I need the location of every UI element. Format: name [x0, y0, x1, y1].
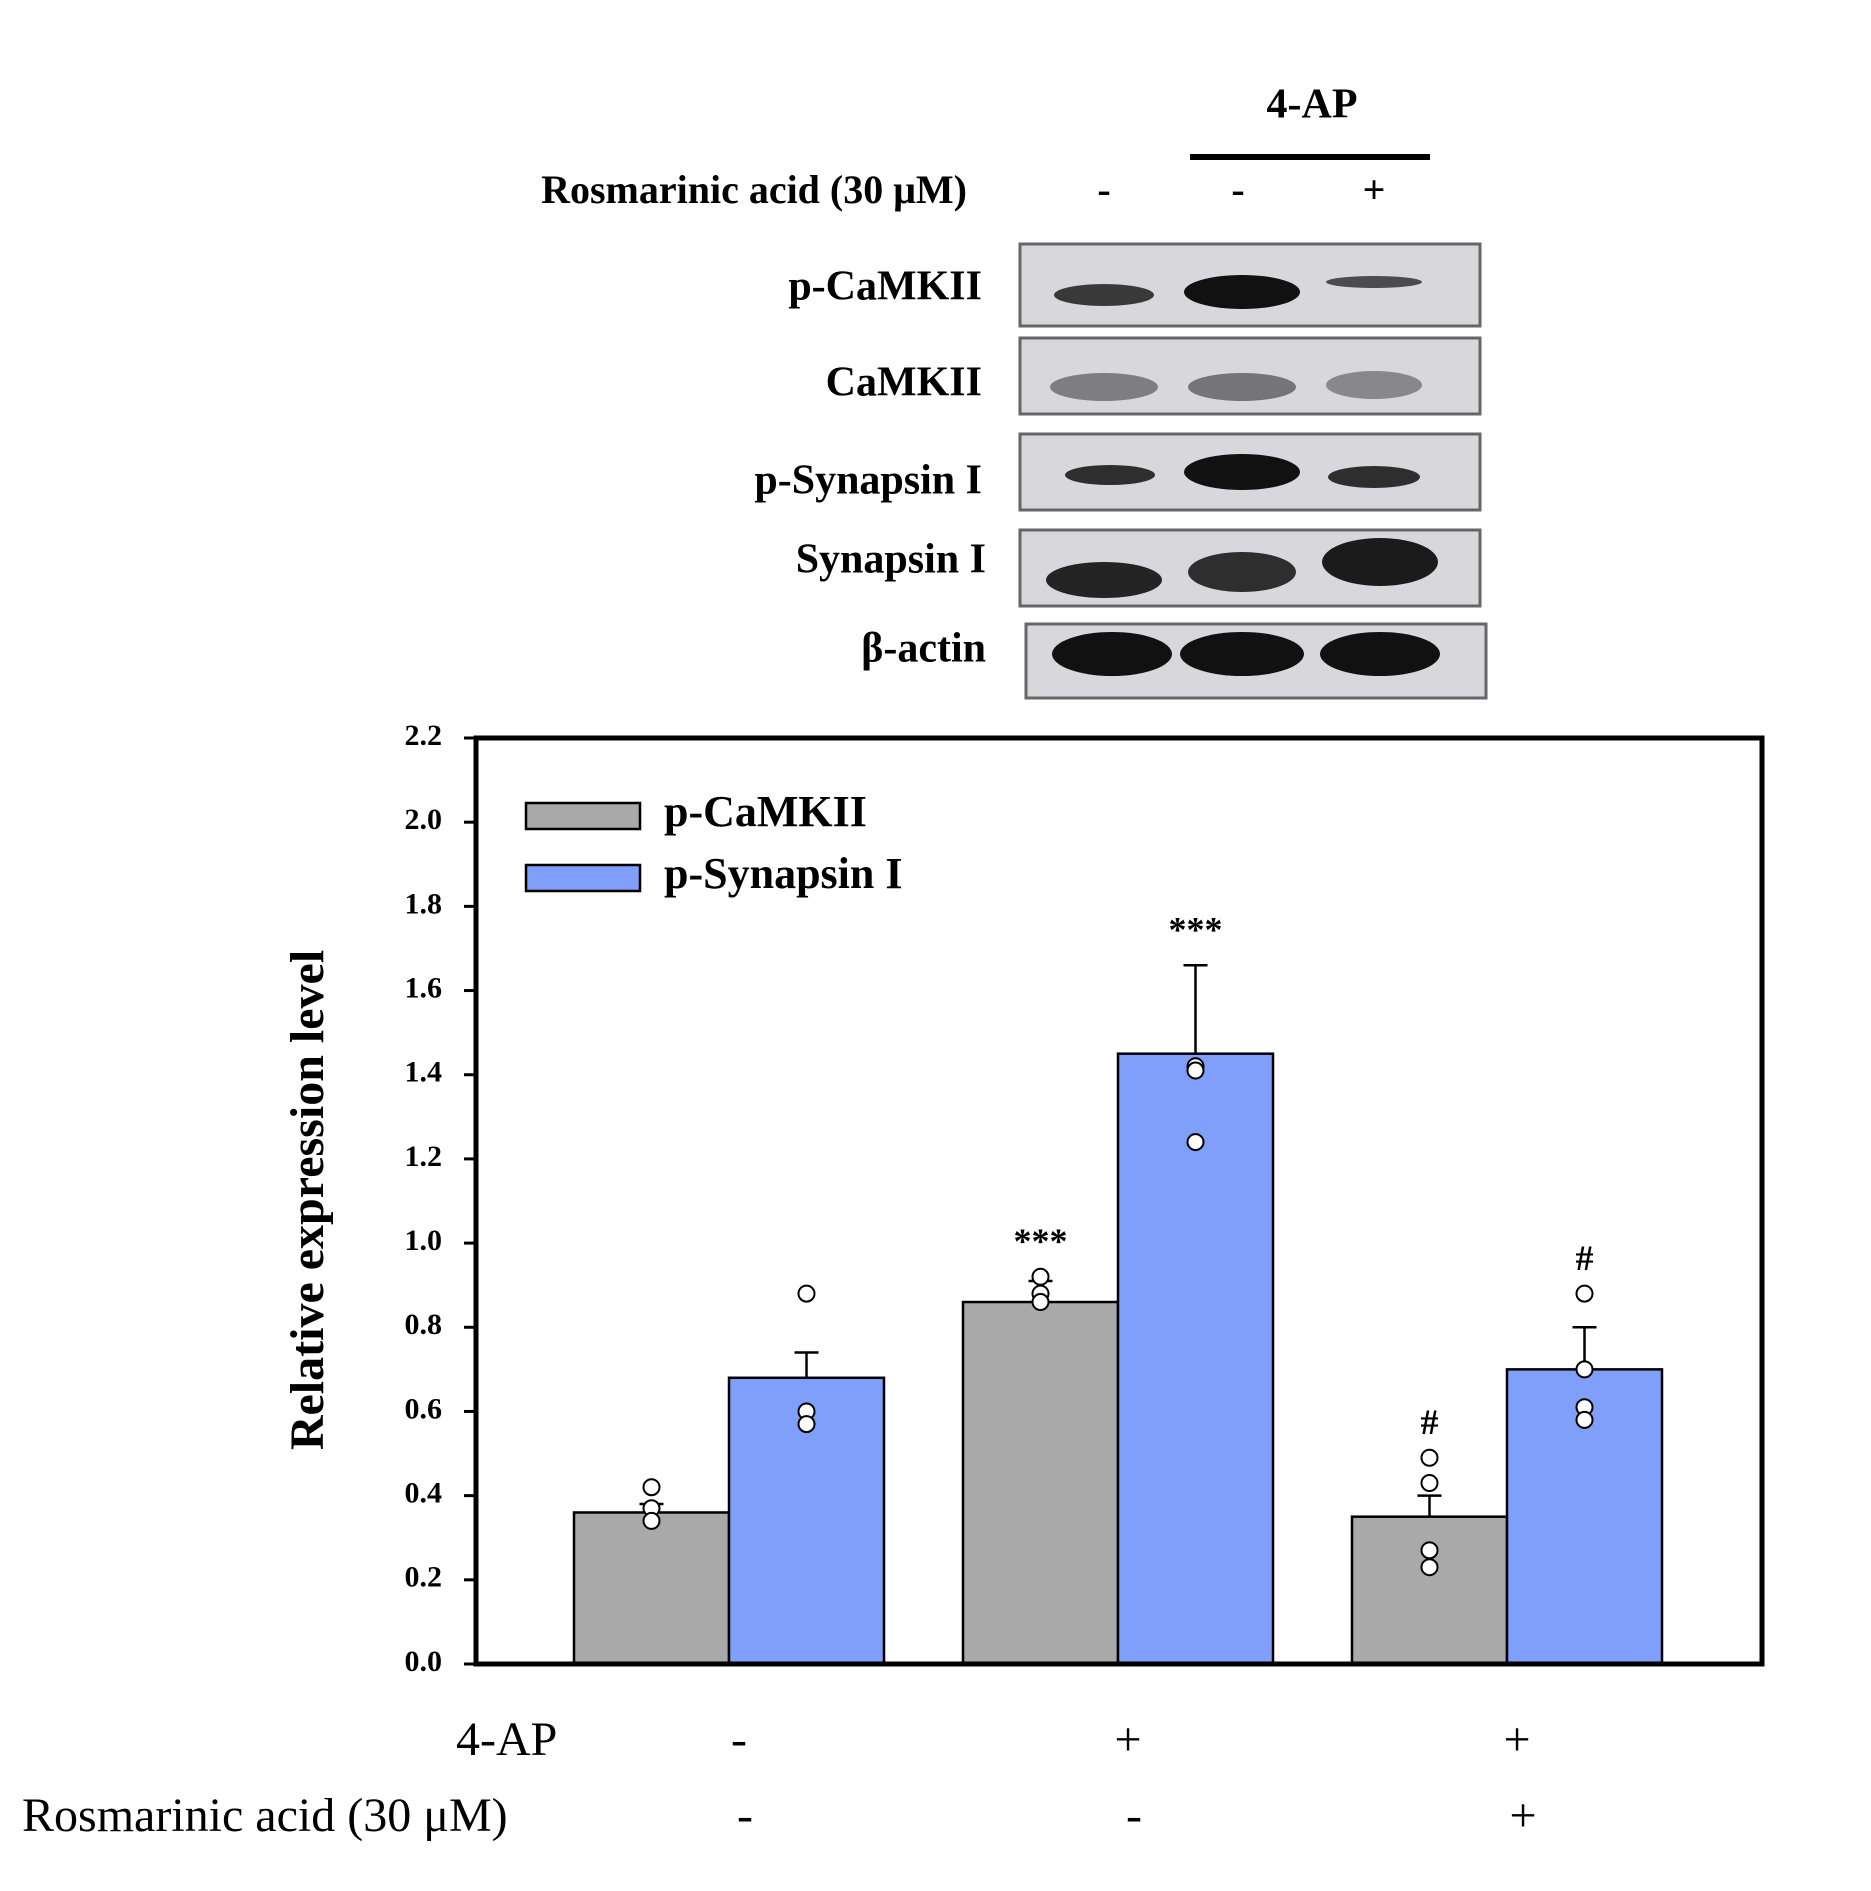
condition-label: Rosmarinic acid (30 μM) — [22, 1789, 508, 1842]
y-tick-label: 1.0 — [405, 1224, 443, 1257]
error-bar — [1417, 1494, 1442, 1517]
data-point — [1031, 1267, 1050, 1286]
error-bar — [1183, 964, 1208, 1054]
significance: *** — [1169, 910, 1223, 950]
data-point — [1420, 1541, 1439, 1560]
band-label: Synapsin I — [796, 537, 986, 583]
data-point — [1420, 1448, 1439, 1467]
significance: # — [1421, 1402, 1439, 1442]
y-tick-label: 1.2 — [405, 1140, 443, 1173]
data-point — [1575, 1410, 1594, 1429]
condition-sign: - — [737, 1789, 753, 1842]
data-point — [642, 1511, 661, 1530]
y-tick-label: 1.8 — [405, 887, 443, 920]
condition-sign: + — [1509, 1789, 1536, 1842]
condition-sign: - — [1126, 1789, 1142, 1842]
blot-header: 4-AP — [1267, 82, 1358, 128]
bands — [1046, 275, 1440, 676]
data-point — [1575, 1360, 1594, 1379]
band-label: β-actin — [861, 626, 986, 672]
data-point — [797, 1415, 816, 1434]
band-label: CaMKII — [826, 360, 982, 406]
bar — [961, 1300, 1120, 1666]
error-bar — [794, 1351, 819, 1378]
condition-sign: + — [1114, 1713, 1141, 1766]
plot-frame — [473, 735, 1765, 1667]
y-tick-label: 2.0 — [405, 803, 443, 836]
y-tick-label: 1.4 — [405, 1056, 443, 1089]
y-tick-label: 1.6 — [405, 971, 443, 1004]
bar — [1350, 1515, 1509, 1666]
y-tick-label: 0.2 — [405, 1561, 443, 1594]
legend-swatch — [524, 863, 642, 893]
legend-label: p-Synapsin I — [664, 849, 902, 898]
bar — [1116, 1052, 1275, 1666]
y-axis-title: Relative expression level — [281, 950, 334, 1450]
data-point — [1420, 1474, 1439, 1493]
lane-sign: + — [1363, 167, 1386, 212]
bar — [572, 1511, 731, 1666]
data-point — [1575, 1284, 1594, 1303]
data-point — [642, 1478, 661, 1497]
condition-sign: - — [731, 1713, 747, 1766]
y-tick-label: 2.2 — [405, 719, 443, 752]
band-label: p-CaMKII — [788, 264, 982, 310]
data-point — [797, 1284, 816, 1303]
significance: *** — [1014, 1221, 1068, 1261]
data-point — [1031, 1293, 1050, 1312]
data-point — [1420, 1558, 1439, 1577]
y-tick-label: 0.0 — [405, 1645, 443, 1678]
blot: 4-AP Rosmarinic acid (30 μM) - - + p-CaM… — [541, 82, 1488, 700]
condition-label: 4-AP — [456, 1713, 557, 1766]
y-tick-label: 0.6 — [405, 1392, 443, 1425]
y-tick-label: 0.4 — [405, 1477, 443, 1510]
legend-label: p-CaMKII — [664, 787, 867, 836]
legend-swatch — [524, 801, 642, 831]
data-point — [1186, 1061, 1205, 1080]
lane-sign: - — [1231, 167, 1244, 212]
y-tick-label: 0.8 — [405, 1308, 443, 1341]
band-label: p-Synapsin I — [754, 458, 982, 504]
condition-sign: + — [1503, 1713, 1530, 1766]
data-point — [1186, 1133, 1205, 1152]
blot-row-label: Rosmarinic acid (30 μM) — [541, 167, 967, 212]
lane-sign: - — [1097, 167, 1110, 212]
significance: # — [1576, 1238, 1594, 1278]
